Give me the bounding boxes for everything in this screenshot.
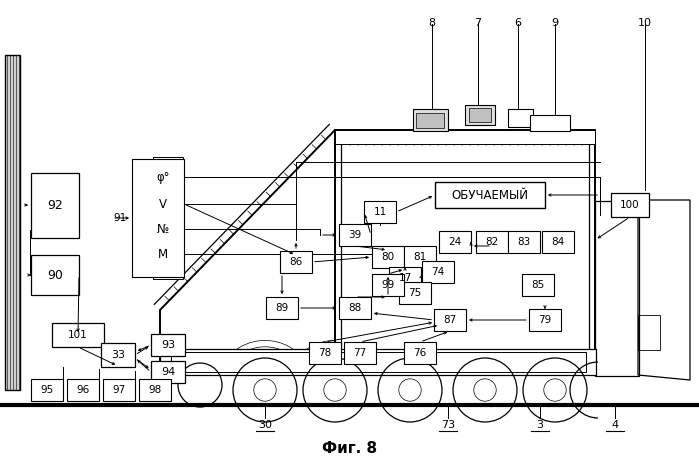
Text: 98: 98 bbox=[148, 385, 161, 395]
Text: 85: 85 bbox=[531, 280, 545, 290]
Text: 76: 76 bbox=[413, 348, 426, 358]
Bar bbox=[153, 157, 183, 279]
Text: φ°: φ° bbox=[157, 171, 170, 183]
Text: 17: 17 bbox=[398, 273, 412, 283]
Text: 93: 93 bbox=[161, 340, 175, 350]
Bar bbox=[339, 297, 371, 319]
Bar bbox=[309, 342, 341, 364]
Bar bbox=[151, 334, 185, 356]
Bar bbox=[412, 109, 447, 131]
Text: 100: 100 bbox=[620, 200, 640, 210]
Text: 90: 90 bbox=[47, 268, 63, 282]
Text: 33: 33 bbox=[111, 350, 125, 360]
Text: 74: 74 bbox=[431, 267, 445, 277]
Text: 10: 10 bbox=[638, 18, 652, 28]
Text: 94: 94 bbox=[161, 367, 175, 377]
Text: 78: 78 bbox=[318, 348, 331, 358]
Text: 73: 73 bbox=[441, 420, 455, 430]
Bar bbox=[439, 231, 471, 253]
Text: 87: 87 bbox=[443, 315, 456, 325]
Bar bbox=[31, 255, 79, 295]
Bar bbox=[339, 224, 371, 246]
Text: 97: 97 bbox=[113, 385, 126, 395]
Text: 9: 9 bbox=[552, 18, 559, 28]
Bar bbox=[344, 342, 376, 364]
Text: 81: 81 bbox=[413, 252, 426, 262]
Bar bbox=[364, 201, 396, 223]
Bar bbox=[530, 115, 570, 131]
Text: 3: 3 bbox=[537, 420, 544, 430]
Bar bbox=[465, 105, 495, 125]
Bar bbox=[399, 282, 431, 304]
Bar bbox=[542, 231, 574, 253]
Bar bbox=[422, 261, 454, 283]
Text: ОБУЧАЕМЫЙ: ОБУЧАЕМЫЙ bbox=[452, 189, 528, 201]
Bar bbox=[266, 297, 298, 319]
Text: V: V bbox=[159, 197, 167, 211]
Bar bbox=[508, 231, 540, 253]
Text: 92: 92 bbox=[47, 199, 63, 212]
Bar bbox=[31, 379, 63, 401]
Bar bbox=[52, 323, 104, 347]
Text: 83: 83 bbox=[517, 237, 531, 247]
Bar bbox=[507, 109, 533, 127]
Bar bbox=[171, 352, 586, 372]
Bar bbox=[434, 309, 466, 331]
Text: Фиг. 8: Фиг. 8 bbox=[322, 441, 377, 455]
Bar bbox=[139, 379, 171, 401]
Text: 99: 99 bbox=[382, 280, 395, 290]
Bar bbox=[132, 159, 184, 277]
Text: 79: 79 bbox=[538, 315, 552, 325]
Text: 6: 6 bbox=[514, 18, 521, 28]
Text: 91: 91 bbox=[114, 213, 127, 223]
Bar bbox=[416, 112, 444, 128]
Bar bbox=[5, 55, 20, 390]
Bar bbox=[160, 349, 596, 375]
Bar bbox=[101, 343, 135, 367]
Text: 96: 96 bbox=[76, 385, 89, 395]
Text: 101: 101 bbox=[68, 330, 88, 340]
Text: 80: 80 bbox=[382, 252, 394, 262]
Text: 39: 39 bbox=[348, 230, 361, 240]
Bar bbox=[335, 130, 595, 144]
Text: 8: 8 bbox=[428, 18, 435, 28]
Text: 77: 77 bbox=[354, 348, 366, 358]
Bar bbox=[341, 136, 589, 368]
Bar bbox=[372, 274, 404, 296]
Bar bbox=[469, 108, 491, 122]
Bar bbox=[389, 267, 421, 289]
Bar bbox=[335, 130, 595, 374]
Bar bbox=[595, 201, 639, 376]
Text: 82: 82 bbox=[485, 237, 498, 247]
Text: 7: 7 bbox=[475, 18, 482, 28]
Bar bbox=[67, 379, 99, 401]
Text: 24: 24 bbox=[448, 237, 461, 247]
Bar bbox=[529, 309, 561, 331]
Text: 86: 86 bbox=[289, 257, 303, 267]
Text: 88: 88 bbox=[348, 303, 361, 313]
Bar bbox=[404, 246, 436, 268]
Bar bbox=[404, 342, 436, 364]
Text: M: M bbox=[158, 248, 168, 260]
Bar bbox=[151, 361, 185, 383]
Text: 75: 75 bbox=[408, 288, 421, 298]
Text: 89: 89 bbox=[275, 303, 289, 313]
Bar bbox=[435, 182, 545, 208]
Bar bbox=[103, 379, 135, 401]
Bar bbox=[31, 172, 79, 237]
Text: 4: 4 bbox=[612, 420, 619, 430]
Text: 11: 11 bbox=[373, 207, 387, 217]
Bar bbox=[522, 274, 554, 296]
Text: 30: 30 bbox=[258, 420, 272, 430]
Text: №: № bbox=[157, 223, 169, 236]
Text: 95: 95 bbox=[41, 385, 54, 395]
Bar bbox=[372, 246, 404, 268]
Bar bbox=[280, 251, 312, 273]
Bar bbox=[611, 193, 649, 217]
Bar bbox=[476, 231, 508, 253]
Text: 84: 84 bbox=[552, 237, 565, 247]
